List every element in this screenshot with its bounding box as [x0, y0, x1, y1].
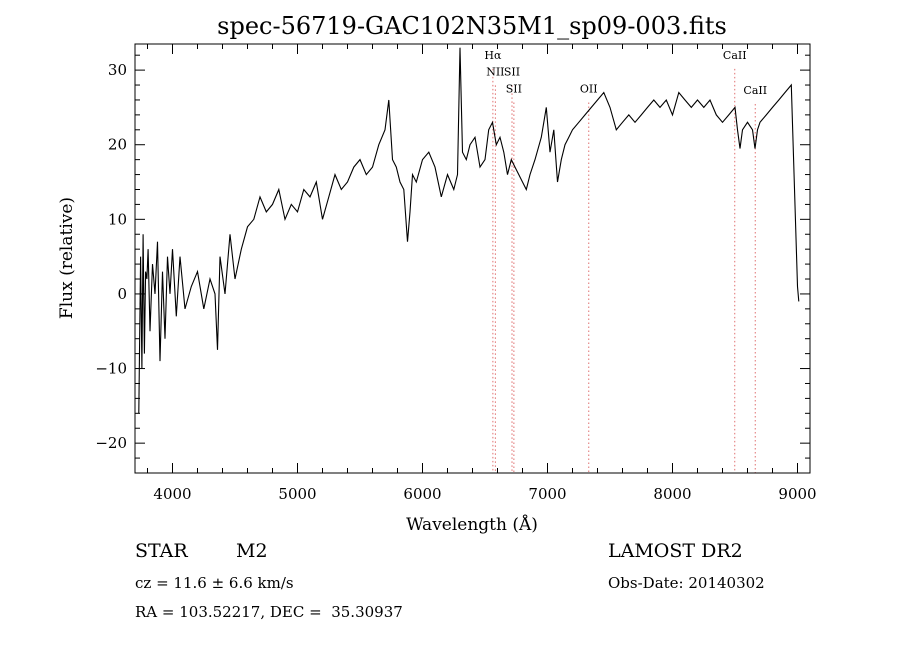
axes: 4000 5000 6000 7000 8000 9000 −20 −10 0 10 20 30 [95, 43, 817, 503]
object-subclass: M2 [236, 540, 268, 562]
y-axis-label: Flux (relative) [57, 197, 77, 319]
line-marker-label: CaII [743, 84, 767, 97]
x-tick-label: 8000 [653, 485, 691, 503]
line-marker-label: NII [486, 65, 504, 78]
y-tick-label: 10 [108, 210, 127, 228]
emission-line-markers: Hα NII SII SII OII CaII CaII [484, 49, 767, 473]
x-tick-label: 5000 [278, 485, 316, 503]
line-marker-label: SII [504, 65, 520, 78]
x-tick-label: 4000 [153, 485, 191, 503]
survey-name: LAMOST DR2 [608, 540, 743, 562]
y-tick-label: 20 [108, 136, 127, 154]
y-tick-label: 0 [117, 285, 127, 303]
y-tick-label: 30 [108, 61, 127, 79]
x-tick-label: 6000 [403, 485, 441, 503]
chart-title: spec-56719-GAC102N35M1_sp09-003.fits [217, 12, 727, 40]
object-class: STAR [135, 540, 188, 562]
spectrum-line [138, 47, 800, 414]
y-tick-label: −20 [95, 434, 127, 452]
x-tick-label: 9000 [778, 485, 816, 503]
line-marker-label: Hα [484, 49, 502, 62]
observation-date: Obs-Date: 20140302 [608, 574, 765, 592]
line-marker-label: SII [506, 82, 522, 95]
y-tick-label: −10 [95, 360, 127, 378]
x-tick-label: 7000 [528, 485, 566, 503]
x-axis-label: Wavelength (Å) [406, 514, 538, 535]
plot-frame [134, 43, 811, 474]
line-marker-label: OII [580, 82, 598, 95]
redshift-velocity: cz = 11.6 ± 6.6 km/s [135, 574, 294, 592]
line-marker-label: CaII [723, 49, 747, 62]
sky-coordinates: RA = 103.52217, DEC = 35.30937 [135, 603, 403, 621]
